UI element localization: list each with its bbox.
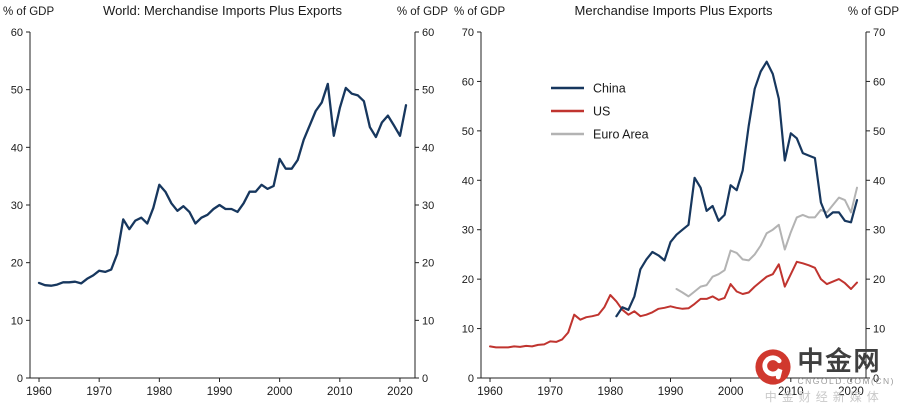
chart-text: 2020 xyxy=(838,386,864,398)
chart-text: 20 xyxy=(873,274,885,286)
chart-text: 30 xyxy=(11,200,23,212)
chart-text: 1980 xyxy=(598,386,624,398)
chart-text: 1970 xyxy=(86,386,112,398)
chart-text: 2010 xyxy=(327,386,353,398)
chart-text: 1980 xyxy=(147,386,173,398)
chart-text: 40 xyxy=(462,175,474,187)
series-line-euro-area xyxy=(675,186,858,298)
chart-text: % of GDP xyxy=(3,6,54,18)
chart-text: 10 xyxy=(422,315,434,327)
chart-text: 60 xyxy=(11,27,23,39)
watermark-domain: CNGOLD.COM(CN) xyxy=(797,376,895,386)
chart-text: US xyxy=(593,105,610,119)
chart-text: 50 xyxy=(873,126,885,138)
chart-text: 1970 xyxy=(537,386,563,398)
chart-text: 40 xyxy=(873,175,885,187)
chart-text: Merchandise Imports Plus Exports xyxy=(575,3,773,18)
watermark-row: 中金网 CNGOLD.COM(CN) xyxy=(754,345,896,386)
watermark-brand: 中金网 xyxy=(797,345,882,376)
chart-text: 20 xyxy=(11,258,23,270)
chart-text: 2000 xyxy=(718,386,744,398)
chart-text: China xyxy=(593,82,626,96)
chart-text: 60 xyxy=(873,76,885,88)
chart-text: 30 xyxy=(422,200,434,212)
chart-text: 40 xyxy=(11,142,23,154)
chart-text: % of GDP xyxy=(848,6,899,18)
chart-text: 10 xyxy=(11,315,23,327)
chart-text: World: Merchandise Imports Plus Exports xyxy=(103,3,342,18)
watermark: 中金网 CNGOLD.COM(CN) 中金财经新媒体 xyxy=(754,345,896,405)
cngold-logo-icon xyxy=(754,349,791,385)
chart-text: 30 xyxy=(462,225,474,237)
chart-text: 50 xyxy=(11,85,23,97)
watermark-tagline: 中金财经新媒体 xyxy=(764,390,884,404)
chart-text: 70 xyxy=(462,27,474,39)
chart-text: 60 xyxy=(422,27,434,39)
watermark-text-block: 中金网 CNGOLD.COM(CN) xyxy=(797,345,896,386)
series-line-world xyxy=(37,82,408,287)
chart-text: 10 xyxy=(462,324,474,336)
chart-text: 1960 xyxy=(26,386,52,398)
chart-text: 50 xyxy=(422,85,434,97)
chart-text: 20 xyxy=(422,258,434,270)
chart-text: 1960 xyxy=(477,386,503,398)
chart-text: 1990 xyxy=(207,386,233,398)
chart-text: 2000 xyxy=(267,386,293,398)
chart-text: Euro Area xyxy=(593,128,649,142)
chart-text: 20 xyxy=(462,274,474,286)
series-line-us xyxy=(489,260,858,349)
chart-text: 70 xyxy=(873,27,885,39)
chart-text: 60 xyxy=(462,76,474,88)
chart-text: 2010 xyxy=(778,386,804,398)
chart-text: 50 xyxy=(462,126,474,138)
chart-text: 10 xyxy=(873,324,885,336)
chart-text: 1990 xyxy=(658,386,684,398)
chart-text: 0 xyxy=(468,373,474,385)
series-line-china xyxy=(615,60,859,318)
chart-text: 2020 xyxy=(387,386,413,398)
chart-text: 40 xyxy=(422,142,434,154)
chart-text: % of GDP xyxy=(454,6,505,18)
chart-text: 0 xyxy=(422,373,428,385)
chart-text: 0 xyxy=(873,373,879,385)
chart-text: 0 xyxy=(17,373,23,385)
chart-text: % of GDP xyxy=(397,6,448,18)
chart-text: 30 xyxy=(873,225,885,237)
